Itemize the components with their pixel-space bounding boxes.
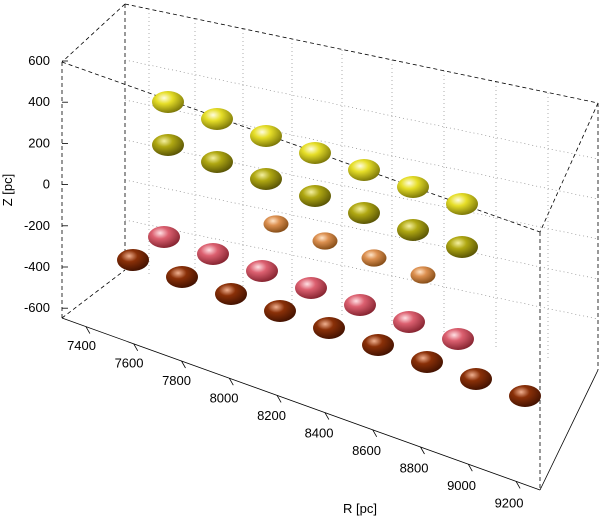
r-tick-mark [276, 395, 282, 403]
data-point-olive [397, 219, 429, 241]
data-point-yellow [446, 193, 478, 215]
data-point-olive [299, 185, 331, 207]
data-point-orange [312, 232, 338, 250]
data-point-orange [361, 249, 387, 267]
r-tick-mark [228, 378, 234, 386]
r-tick-mark [133, 343, 139, 351]
r-tick-mark [467, 464, 473, 472]
data-point-brown [509, 385, 541, 407]
data-point-pink [197, 243, 229, 265]
r-tick-label: 8800 [400, 461, 429, 476]
data-point-olive [152, 134, 184, 156]
data-point-brown [215, 283, 247, 305]
data-point-pink [344, 294, 376, 316]
r-axis-ticks: 7400 7600 7800 8000 8200 8400 8600 8800 9000 9200 [67, 326, 524, 511]
data-point-brown [411, 351, 443, 373]
data-point-brown [117, 249, 149, 271]
r-tick-label: 9000 [447, 478, 476, 493]
data-point-pink [442, 328, 474, 350]
data-point-pink [148, 226, 180, 248]
data-point-olive [250, 168, 282, 190]
data-point-olive [201, 151, 233, 173]
r-tick-mark [420, 446, 425, 455]
r-axis-label: R [pc] [343, 501, 377, 516]
data-point-yellow [152, 91, 184, 113]
r-tick-label: 9200 [495, 496, 524, 511]
data-point-brown [166, 266, 198, 288]
z-tick-label: 600 [28, 53, 50, 68]
r-tick-label: 8400 [305, 426, 334, 441]
box-edge [61, 3, 126, 63]
r-tick-label: 7400 [67, 338, 96, 353]
plot-box [61, 3, 599, 491]
data-point-yellow [250, 125, 282, 147]
box-edge [61, 269, 126, 319]
data-point-orange [410, 266, 436, 284]
r-tick-mark [515, 481, 521, 489]
z-tick-label: -400 [24, 259, 50, 274]
z-tick-label: 400 [28, 94, 50, 109]
r-tick-mark [324, 412, 330, 420]
box-edge [539, 102, 599, 233]
box-edge [539, 369, 599, 491]
z-tick-label: 200 [28, 135, 50, 150]
r-tick-mark [85, 326, 91, 334]
z-tick-label: 0 [43, 177, 50, 192]
z-axis-ticks: 600 400 200 0 -200 -400 -600 [24, 53, 68, 315]
data-point-pink [393, 311, 425, 333]
r-tick-label: 8200 [257, 408, 286, 423]
data-point-pink [295, 277, 327, 299]
r-tick-label: 8000 [210, 391, 239, 406]
data-point-yellow [348, 159, 380, 181]
data-point-olive [348, 202, 380, 224]
data-point-yellow [299, 142, 331, 164]
data-markers [117, 91, 541, 407]
r-tick-label: 7800 [162, 373, 191, 388]
data-point-olive [446, 236, 478, 258]
r-tick-mark [372, 429, 378, 437]
data-point-yellow [397, 176, 429, 198]
z-tick-label: -600 [24, 300, 50, 315]
box-edge [124, 3, 599, 104]
data-point-brown [313, 317, 345, 339]
box-edge [61, 317, 541, 491]
data-point-brown [460, 368, 492, 390]
data-point-yellow [201, 108, 233, 130]
z-axis-label: Z [pc] [0, 174, 15, 207]
r-tick-label: 8600 [352, 443, 381, 458]
data-point-brown [264, 300, 296, 322]
data-point-orange [263, 215, 289, 233]
z-tick-label: -200 [24, 218, 50, 233]
data-point-pink [246, 260, 278, 282]
r-tick-mark [181, 360, 186, 369]
data-point-brown [362, 334, 394, 356]
r-tick-label: 7600 [115, 356, 144, 371]
